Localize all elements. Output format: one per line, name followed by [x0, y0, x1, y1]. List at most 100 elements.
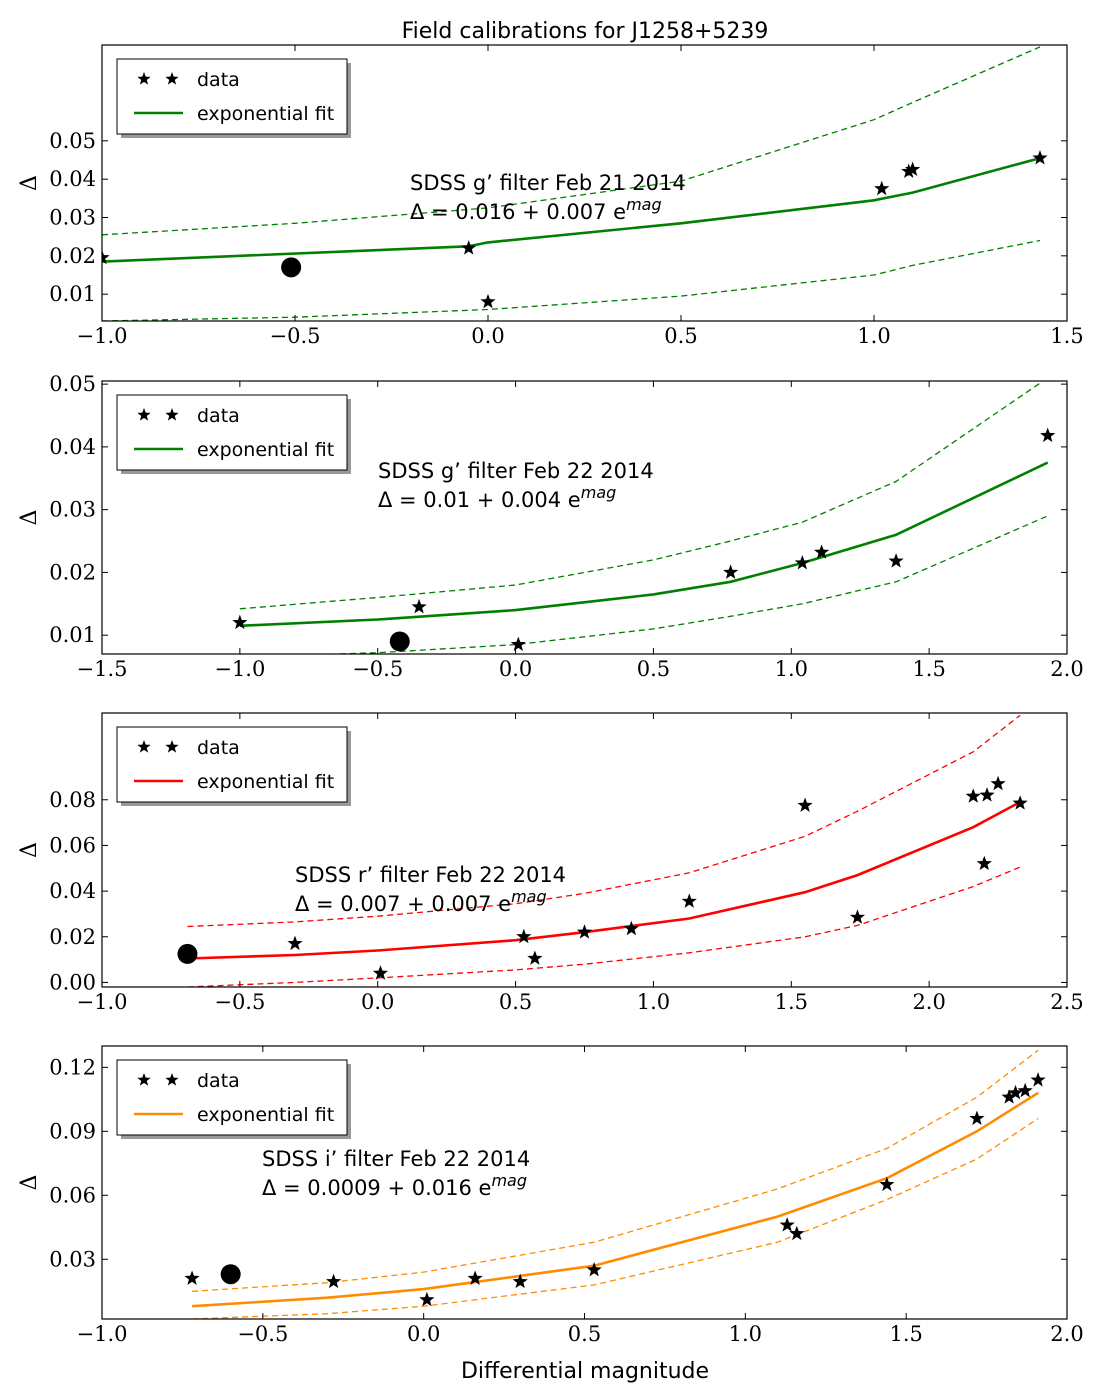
legend-star-marker [165, 740, 179, 753]
fit-upper-bound-line [187, 714, 1021, 928]
legend-label-data: data [197, 405, 240, 427]
fit-annotation-filter: SDSS i’ filter Feb 22 2014 [262, 1147, 530, 1171]
fit-upper-bound-line [102, 46, 1041, 236]
data-point-star [794, 555, 810, 570]
y-axis-label: Δ [17, 842, 42, 858]
x-tick-label: 0.5 [664, 324, 697, 348]
data-point-star [576, 924, 593, 939]
data-point-star [681, 893, 697, 908]
y-tick-label: 0.03 [49, 1247, 96, 1271]
y-tick-label: 0.12 [49, 1055, 96, 1079]
target-point [220, 1264, 241, 1285]
target-point [281, 257, 302, 278]
y-tick-label: 0.09 [49, 1119, 96, 1143]
fit-upper-bound-line [192, 1049, 1039, 1292]
data-point-star [1001, 1089, 1017, 1104]
x-tick-label: 0.0 [407, 1322, 440, 1346]
data-point-star [888, 553, 904, 568]
legend-box [116, 58, 348, 135]
data-point-star [411, 598, 427, 614]
data-point-star [1007, 1084, 1024, 1100]
data-point-star [814, 544, 830, 559]
x-tick-label: 0.5 [637, 657, 670, 681]
x-tick-label: −1.0 [77, 1322, 128, 1346]
chart-panel-2: −1.5 −1.0 −0.5 0.0 0.5 1.0 1.5 2.0 0.01 0.02 0.03 0… [17, 372, 1084, 681]
axes-frame [101, 712, 1068, 988]
x-tick-label: −1.0 [77, 990, 128, 1014]
data-point-star [1030, 1072, 1046, 1087]
legend-star-marker [137, 72, 151, 85]
x-tick-label: 0.5 [568, 1322, 601, 1346]
axes-frame [101, 1045, 1068, 1320]
y-tick-label: 0.06 [49, 833, 96, 857]
y-tick-label: 0.01 [49, 282, 96, 306]
legend-label-fit: exponential fit [197, 103, 334, 125]
fit-annotation-equation: Δ = 0.016 + 0.007 emag [410, 195, 662, 224]
exponential-fit-line [187, 800, 1021, 960]
data-point-star [1040, 427, 1056, 443]
fit-annotation-exponent: mag [511, 887, 547, 906]
legend-star-marker [137, 740, 151, 753]
legend-label-data: data [197, 69, 240, 91]
data-point-star [419, 1291, 435, 1307]
y-tick-label: 0.08 [49, 788, 96, 812]
data-point-star [965, 788, 981, 803]
y-tick-label: 0.01 [49, 623, 96, 647]
y-tick-label: 0.02 [49, 925, 96, 949]
legend-star-marker [137, 408, 151, 421]
data-point-star [879, 1176, 895, 1192]
data-point-star [480, 293, 496, 309]
x-tick-label: −1.0 [77, 324, 128, 348]
x-tick-label: 1.5 [1050, 324, 1083, 348]
data-point-star [510, 636, 526, 652]
exponential-fit-line [192, 1091, 1039, 1308]
legend-star-marker [137, 1073, 151, 1086]
y-tick-label: 0.05 [49, 372, 96, 396]
data-point-star [1017, 1082, 1033, 1098]
data-point-star [779, 1217, 795, 1232]
x-tick-label: 1.0 [637, 990, 670, 1014]
x-tick-label: 2.0 [1050, 657, 1083, 681]
x-tick-label: 1.0 [775, 657, 808, 681]
x-tick-label: 1.0 [729, 1322, 762, 1346]
legend-box [116, 394, 348, 471]
x-tick-label: −0.5 [214, 990, 265, 1014]
data-point-star [512, 1273, 528, 1289]
data-point-star [1032, 150, 1048, 165]
y-axis-label: Δ [17, 175, 42, 191]
fit-annotation-equation: Δ = 0.0009 + 0.016 emag [262, 1171, 527, 1200]
x-tick-label: −1.5 [77, 657, 128, 681]
axes-frame [101, 44, 1068, 322]
x-tick-label: 2.5 [1050, 990, 1083, 1014]
legend-label-data: data [197, 1070, 240, 1092]
y-tick-label: 0.04 [49, 167, 96, 191]
x-axis-label: Differential magnitude [461, 1359, 709, 1384]
axes-frame [101, 380, 1068, 655]
data-point-star [797, 797, 813, 812]
data-point-star [789, 1225, 805, 1241]
legend-box [116, 1059, 348, 1136]
plot-area [184, 1049, 1046, 1319]
x-tick-label: −1.0 [214, 657, 265, 681]
exponential-fit-line [239, 461, 1049, 628]
target-point [177, 943, 198, 964]
legend-star-marker [165, 72, 179, 85]
chart-panel-3: −1.0 −0.5 0.0 0.5 1.0 1.5 2.0 2.5 0.00 0.02 0.04 0.… [17, 712, 1084, 1014]
fit-annotation-exponent: mag [581, 483, 617, 502]
fit-annotation-equation: Δ = 0.007 + 0.007 emag [295, 887, 547, 916]
legend-label-fit: exponential fit [197, 771, 334, 793]
figure-title: Field calibrations for J1258+5239 [402, 19, 769, 44]
x-tick-label: −0.5 [352, 657, 403, 681]
fit-lower-bound-line [187, 866, 1021, 987]
data-point-star [723, 564, 739, 579]
y-tick-label: 0.04 [49, 435, 96, 459]
data-point-star [232, 614, 248, 630]
data-point-star [461, 240, 477, 255]
fit-lower-bound-line [102, 239, 1041, 321]
target-point [389, 631, 410, 652]
data-point-star [325, 1273, 342, 1289]
fit-annotation-filter: SDSS r’ filter Feb 22 2014 [295, 863, 566, 887]
x-tick-label: 0.5 [499, 990, 532, 1014]
legend-label-data: data [197, 737, 240, 759]
